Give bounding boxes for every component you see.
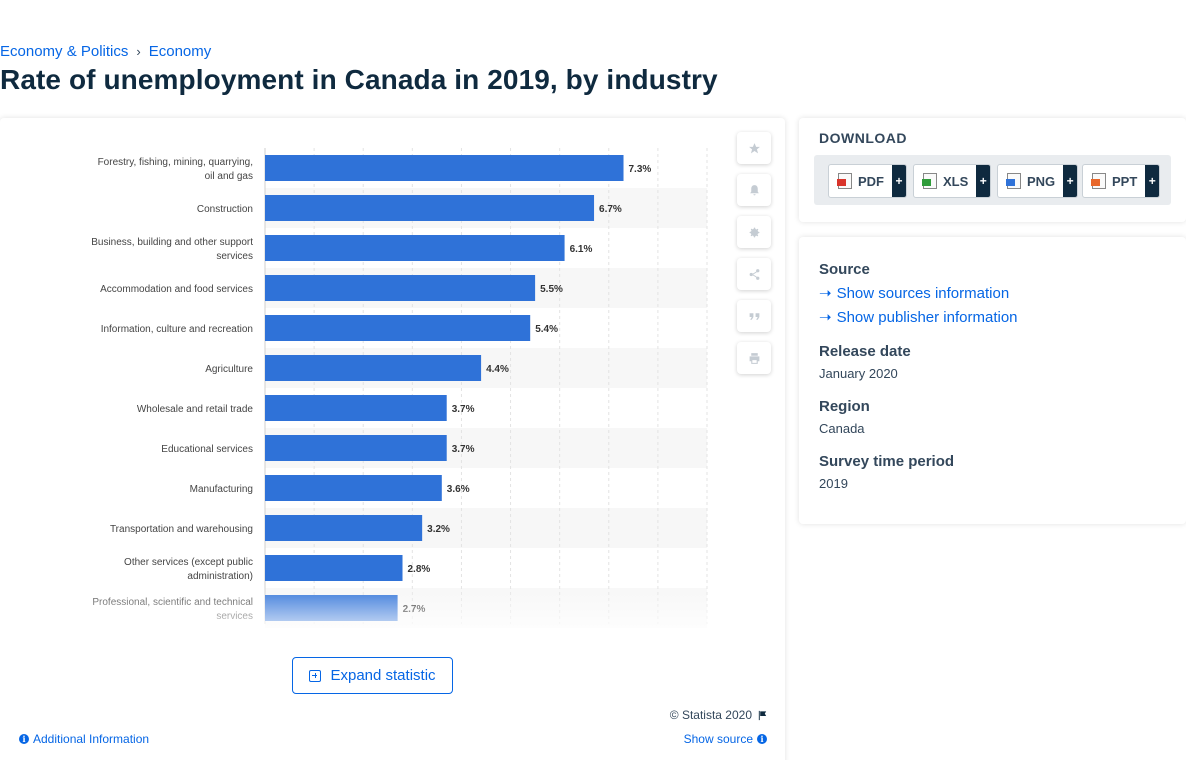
share-icon — [749, 268, 759, 280]
bar[interactable] — [265, 395, 447, 421]
bar-value-label: 6.1% — [570, 244, 593, 255]
bar[interactable] — [265, 195, 595, 221]
xls-file-icon — [922, 173, 937, 189]
plus-icon: + — [1063, 165, 1078, 197]
gear-icon — [749, 227, 759, 237]
download-ppt-label: PPT — [1112, 173, 1138, 189]
show-sources-label: Show sources information — [836, 284, 1010, 302]
bar-value-label: 4.4% — [486, 364, 509, 375]
bar-value-label: 6.7% — [599, 204, 622, 215]
printer-icon — [749, 352, 759, 364]
copyright: © Statista 2020 — [670, 708, 768, 722]
additional-information-link[interactable]: i Additional Information — [19, 732, 149, 746]
flag-icon[interactable] — [757, 710, 768, 721]
category-label: Educational services — [161, 444, 253, 455]
pdf-file-icon — [837, 173, 852, 189]
download-ppt-button[interactable]: PPT + — [1082, 164, 1161, 198]
bar-value-label: 3.2% — [427, 524, 450, 535]
bar[interactable] — [265, 155, 624, 181]
bar-value-label: 7.3% — [629, 164, 652, 175]
breadcrumb-separator: › — [136, 44, 141, 59]
star-icon — [748, 142, 760, 153]
category-label: Accommodation and food services — [100, 284, 253, 295]
category-label: Manufacturing — [190, 484, 253, 495]
download-pdf-label: PDF — [858, 173, 884, 189]
source-heading: Source — [819, 261, 870, 278]
bar-value-label: 5.4% — [535, 324, 558, 335]
category-label: Construction — [197, 204, 253, 215]
breadcrumb-economy-politics[interactable]: Economy & Politics — [0, 43, 129, 60]
bar[interactable] — [265, 355, 482, 381]
release-date-heading: Release date — [819, 343, 911, 360]
bell-icon — [749, 184, 759, 195]
settings-button[interactable] — [737, 216, 771, 248]
print-button[interactable] — [737, 342, 771, 374]
plus-icon: + — [892, 165, 906, 197]
release-date-value: January 2020 — [819, 366, 898, 381]
category-label: Wholesale and retail trade — [137, 404, 254, 415]
png-file-icon — [1006, 173, 1021, 189]
breadcrumb: Economy & Politics › Economy — [0, 43, 211, 60]
additional-information-label: Additional Information — [33, 732, 150, 746]
bar-value-label: 3.7% — [452, 404, 475, 415]
source-card: Source ➝ Show sources information ➝ Show… — [799, 237, 1186, 524]
chart-card: 7.3% Forestry, fishing, mining, quarrying… — [0, 118, 785, 760]
info-icon: i — [19, 734, 29, 744]
download-pdf-button[interactable]: PDF + — [828, 164, 907, 198]
bar[interactable] — [265, 555, 403, 581]
expand-statistic-label: Expand statistic — [330, 667, 436, 684]
download-bar: PDF + XLS + PNG + PPT + — [814, 155, 1171, 205]
copyright-text: © Statista 2020 — [669, 708, 752, 722]
bar[interactable] — [265, 435, 447, 461]
bar-value-label: 3.7% — [452, 444, 475, 455]
show-publisher-link[interactable]: ➝ Show publisher information — [819, 308, 1018, 327]
show-source-link[interactable]: Show source i — [684, 732, 767, 746]
page-title: Rate of unemployment in Canada in 2019, … — [0, 64, 718, 95]
show-source-label: Show source — [683, 732, 753, 746]
category-label: Agriculture — [205, 364, 253, 375]
survey-period-heading: Survey time period — [819, 453, 955, 470]
chart-toolbar — [737, 132, 771, 374]
arrow-right-icon: ➝ — [819, 285, 832, 302]
expand-statistic-button[interactable]: Expand statistic — [292, 657, 453, 694]
favorite-button[interactable] — [737, 132, 771, 164]
bar[interactable] — [265, 315, 531, 341]
download-card: DOWNLOAD PDF + XLS + PNG + PPT + — [799, 118, 1186, 222]
category-label: Transportation and warehousing — [110, 524, 253, 535]
cite-button[interactable] — [737, 300, 771, 332]
download-title: DOWNLOAD — [819, 130, 907, 146]
bar-value-label: 2.8% — [408, 564, 431, 575]
region-value: Canada — [819, 421, 865, 436]
ppt-file-icon — [1091, 173, 1106, 189]
download-png-button[interactable]: PNG + — [997, 164, 1079, 198]
quote-icon — [749, 312, 759, 320]
bar[interactable] — [265, 235, 565, 261]
download-xls-label: XLS — [943, 173, 969, 189]
show-publisher-label: Show publisher information — [836, 308, 1018, 326]
info-icon: i — [757, 734, 767, 744]
bar-chart: 7.3% Forestry, fishing, mining, quarrying… — [0, 148, 720, 634]
expand-icon — [309, 669, 322, 682]
chart-fade-overlay — [0, 584, 720, 634]
bar[interactable] — [265, 275, 536, 301]
breadcrumb-economy[interactable]: Economy — [148, 43, 212, 60]
download-xls-button[interactable]: XLS + — [913, 164, 992, 198]
notification-button[interactable] — [737, 174, 771, 206]
share-button[interactable] — [737, 258, 771, 290]
show-sources-link[interactable]: ➝ Show sources information — [819, 284, 1010, 303]
survey-period-value: 2019 — [819, 476, 848, 491]
arrow-right-icon: ➝ — [819, 309, 832, 326]
category-label: Information, culture and recreation — [101, 324, 253, 335]
bar[interactable] — [265, 515, 423, 541]
category-label: Business, building and other support serv… — [91, 237, 253, 262]
plus-icon: + — [1145, 165, 1160, 197]
region-heading: Region — [819, 398, 870, 415]
category-label: Other services (except public administrat… — [124, 557, 253, 582]
plus-icon: + — [976, 165, 991, 197]
bar[interactable] — [265, 475, 442, 501]
bar-value-label: 5.5% — [540, 284, 563, 295]
bar-value-label: 3.6% — [447, 484, 470, 495]
category-label: Forestry, fishing, mining, quarrying, oil… — [98, 157, 253, 182]
download-png-label: PNG — [1027, 173, 1056, 189]
